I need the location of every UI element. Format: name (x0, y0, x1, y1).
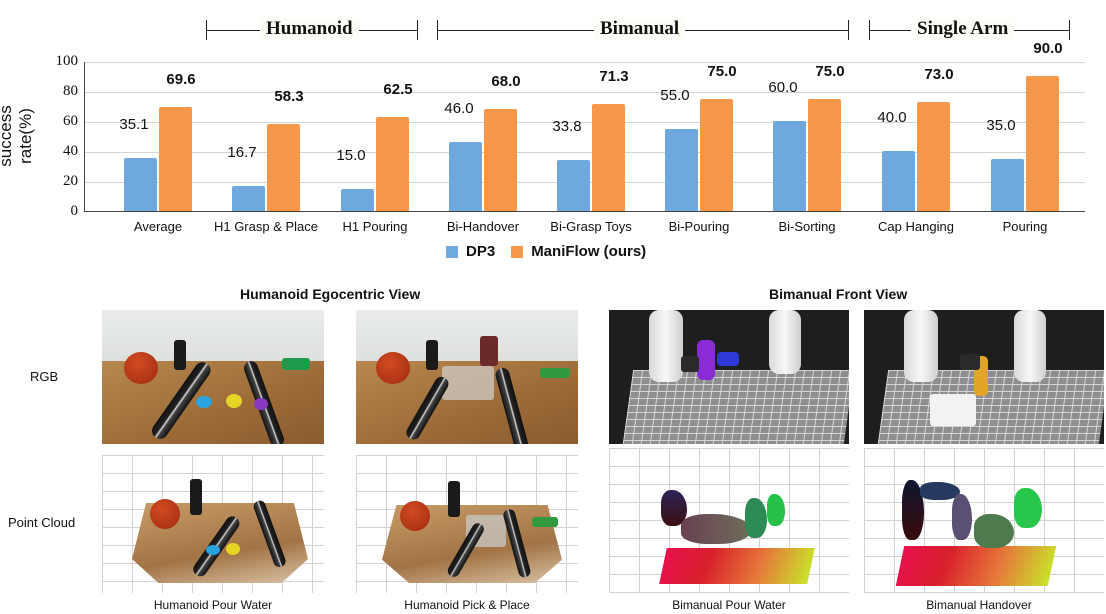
bar-dp3 (665, 128, 698, 211)
value-label: 75.0 (707, 62, 737, 80)
bar-maniflow (592, 104, 625, 211)
row-label-rgb: RGB (30, 369, 59, 384)
bar-dp3 (991, 158, 1024, 211)
y-tick-label: 0 (70, 203, 79, 219)
group-label: Humanoid (260, 18, 359, 40)
section-title-bimanual: Bimanual Front View (769, 286, 908, 302)
rgb-image-humanoid-pick-place (356, 310, 578, 444)
bar-chart: success rate(%) 100 80 60 40 20 0 35.1 69… (0, 40, 1106, 270)
gridline (85, 62, 1085, 63)
bar-maniflow (267, 123, 300, 211)
value-label: 69.6 (166, 70, 196, 88)
section-title-humanoid: Humanoid Egocentric View (240, 286, 421, 302)
x-tick-label: H1 Grasp & Place (213, 219, 319, 234)
value-label: 73.0 (924, 65, 954, 83)
value-label: 16.7 (227, 143, 257, 161)
value-label: 46.0 (444, 100, 474, 117)
rgb-image-humanoid-pour-water (102, 310, 324, 444)
group-label: Bimanual (594, 18, 686, 40)
x-tick-label: H1 Pouring (342, 219, 408, 234)
rgb-image-bimanual-pour-water (609, 310, 849, 444)
gridline (85, 152, 1085, 153)
bar-dp3 (449, 142, 482, 211)
point-cloud-bimanual-handover (864, 448, 1104, 593)
legend-swatch-maniflow (511, 245, 524, 258)
bar-maniflow (484, 109, 517, 211)
caption-humanoid-pick-place: Humanoid Pick & Place (404, 598, 530, 612)
value-label: 15.0 (336, 146, 366, 164)
bar-dp3 (882, 151, 915, 211)
gridline (85, 92, 1085, 93)
bracket-tick-right (848, 20, 849, 40)
value-label: 33.8 (552, 118, 582, 136)
group-label: Single Arm (911, 18, 1015, 40)
x-tick-label: Bi-Handover (446, 219, 520, 234)
legend-label: ManiFlow (ours) (531, 243, 647, 260)
legend-item-maniflow: ManiFlow (ours) (511, 243, 646, 260)
bracket-tick-right (1069, 20, 1070, 40)
bar-dp3 (232, 185, 265, 211)
value-label: 40.0 (877, 109, 907, 126)
legend: DP3 ManiFlow (ours) (446, 243, 654, 260)
bar-dp3 (341, 188, 374, 211)
x-axis (84, 211, 1085, 212)
value-label: 35.0 (986, 116, 1016, 134)
y-axis (84, 62, 85, 212)
bar-maniflow (376, 117, 409, 211)
bar-dp3 (557, 160, 590, 211)
rgb-image-bimanual-handover (864, 310, 1104, 444)
bar-maniflow (917, 101, 950, 211)
y-axis-title: success rate(%) (0, 105, 35, 167)
legend-item-dp3: DP3 (446, 243, 495, 260)
bar-maniflow (808, 98, 841, 211)
y-tick-label: 20 (63, 173, 78, 189)
x-tick-label: Average (133, 219, 183, 234)
bracket-tick-right (417, 20, 418, 40)
gridline (85, 122, 1085, 123)
value-label: 68.0 (491, 73, 521, 90)
bar-maniflow (700, 98, 733, 211)
value-label: 55.0 (660, 86, 690, 104)
legend-swatch-dp3 (446, 245, 458, 258)
group-header-bimanual: Bimanual (437, 16, 849, 44)
value-label: 62.5 (383, 81, 413, 99)
value-label: 35.1 (119, 116, 149, 134)
x-tick-label: Bi-Grasp Toys (550, 219, 632, 234)
x-tick-label: Bi-Pouring (668, 219, 730, 234)
y-tick-label: 40 (63, 143, 78, 159)
point-cloud-humanoid-pour-water (102, 455, 324, 593)
value-label: 75.0 (815, 62, 845, 80)
value-label: 71.3 (599, 68, 629, 86)
value-label: 60.0 (768, 79, 798, 96)
y-tick-label: 60 (63, 113, 78, 129)
group-header-single-arm: Single Arm (869, 16, 1070, 44)
point-cloud-bimanual-pour-water (609, 448, 849, 593)
caption-humanoid-pour-water: Humanoid Pour Water (153, 598, 273, 612)
bar-dp3 (124, 158, 157, 211)
legend-label: DP3 (466, 243, 496, 260)
x-tick-label: Pouring (1002, 219, 1048, 234)
point-cloud-humanoid-pick-place (356, 455, 578, 593)
bar-dp3 (773, 121, 806, 211)
x-tick-label: Cap Hanging (878, 219, 954, 234)
caption-bimanual-handover: Bimanual Handover (926, 598, 1032, 612)
y-tick-label: 100 (55, 53, 79, 69)
group-header-humanoid: Humanoid (206, 16, 418, 44)
y-tick-label: 80 (63, 83, 78, 99)
bar-maniflow (159, 106, 192, 211)
value-label: 58.3 (274, 87, 304, 105)
value-label: 90.0 (1033, 40, 1063, 57)
row-label-point-cloud: Point Cloud (8, 515, 76, 530)
bar-maniflow (1026, 76, 1059, 211)
x-tick-label: Bi-Sorting (778, 219, 836, 234)
caption-bimanual-pour-water: Bimanual Pour Water (672, 598, 786, 612)
